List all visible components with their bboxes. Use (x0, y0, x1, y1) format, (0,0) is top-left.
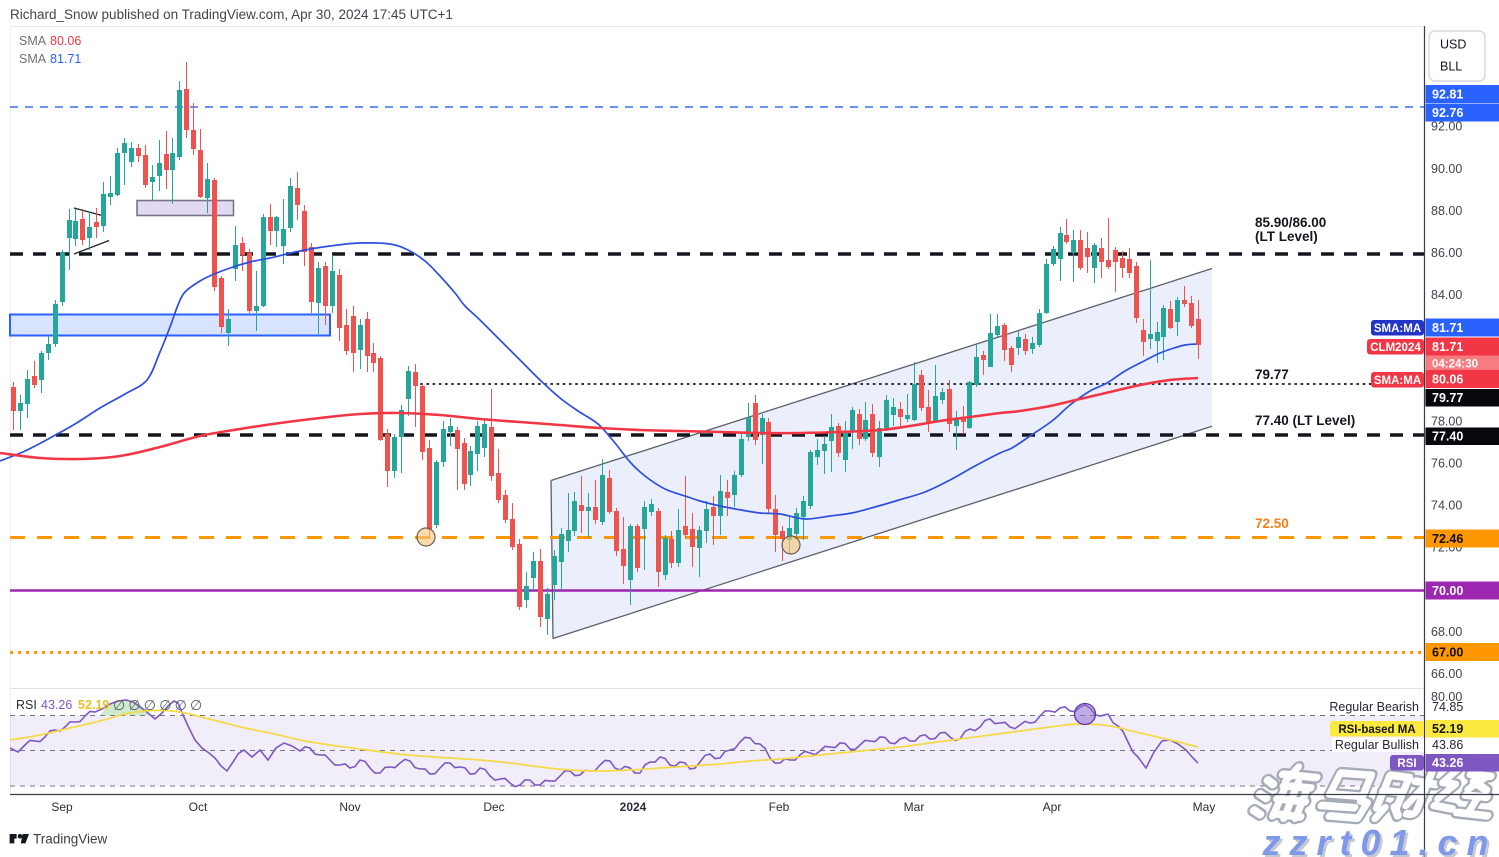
svg-text:Apr: Apr (1043, 800, 1062, 814)
svg-text:∅: ∅ (113, 697, 125, 713)
svg-text:79.77: 79.77 (1255, 367, 1289, 382)
svg-text:67.00: 67.00 (1432, 645, 1463, 659)
svg-text:43.26: 43.26 (41, 698, 72, 712)
svg-text:72.50: 72.50 (1255, 516, 1289, 531)
svg-text:SMA: SMA (19, 34, 47, 48)
svg-text:78.00: 78.00 (1431, 414, 1462, 428)
svg-text:72.46: 72.46 (1432, 532, 1463, 546)
svg-text:81.71: 81.71 (1432, 340, 1463, 354)
svg-text:81.71: 81.71 (1432, 321, 1463, 335)
svg-text:84.00: 84.00 (1431, 288, 1462, 302)
svg-text:Sep: Sep (51, 800, 73, 814)
svg-text:52.19: 52.19 (1432, 722, 1463, 736)
svg-text:74.85: 74.85 (1432, 700, 1463, 714)
svg-text:43.26: 43.26 (1432, 756, 1463, 770)
svg-text:RSI: RSI (1397, 758, 1416, 770)
svg-text:52.19: 52.19 (78, 698, 109, 712)
svg-text:(LT Level): (LT Level) (1255, 229, 1318, 244)
svg-text:∅: ∅ (175, 697, 187, 713)
svg-text:∅: ∅ (190, 697, 202, 713)
svg-text:77.40 (LT Level): 77.40 (LT Level) (1255, 413, 1355, 428)
svg-text:79.77: 79.77 (1432, 391, 1463, 405)
svg-text:BLL: BLL (1440, 60, 1462, 74)
svg-text:RSI-based MA: RSI-based MA (1338, 724, 1415, 736)
svg-text:∅: ∅ (159, 697, 171, 713)
svg-text:∅: ∅ (144, 697, 156, 713)
svg-text:RSI: RSI (16, 698, 37, 712)
svg-text:85.90/86.00: 85.90/86.00 (1255, 215, 1326, 230)
svg-text:76.00: 76.00 (1431, 457, 1462, 471)
svg-text:CLM2024: CLM2024 (1370, 342, 1421, 354)
svg-text:88.00: 88.00 (1431, 204, 1462, 218)
svg-text:80.00: 80.00 (1431, 690, 1462, 704)
svg-text:Nov: Nov (339, 800, 360, 814)
svg-text:92.76: 92.76 (1432, 106, 1463, 120)
svg-text:80.06: 80.06 (1432, 372, 1463, 386)
svg-text:Feb: Feb (769, 800, 790, 814)
svg-text:86.00: 86.00 (1431, 246, 1462, 260)
svg-text:Richard_Snow published on Trad: Richard_Snow published on TradingView.co… (10, 7, 453, 22)
svg-text:zzrt01.cn: zzrt01.cn (1264, 825, 1499, 857)
svg-text:90.00: 90.00 (1431, 162, 1462, 176)
svg-text:74.00: 74.00 (1431, 499, 1462, 513)
svg-text:2024: 2024 (620, 800, 647, 814)
svg-text:68.00: 68.00 (1431, 625, 1462, 639)
svg-text:Oct: Oct (189, 800, 208, 814)
svg-text:92.81: 92.81 (1432, 87, 1463, 101)
svg-text:TradingView: TradingView (33, 832, 108, 847)
svg-text:43.86: 43.86 (1432, 738, 1463, 752)
svg-text:77.40: 77.40 (1432, 430, 1463, 444)
svg-text:Mar: Mar (904, 800, 925, 814)
svg-text:04:24:30: 04:24:30 (1432, 358, 1478, 370)
svg-text:80.06: 80.06 (50, 34, 81, 48)
svg-text:Regular Bearish: Regular Bearish (1329, 700, 1419, 714)
svg-text:81.71: 81.71 (50, 52, 81, 66)
svg-text:Dec: Dec (483, 800, 504, 814)
svg-text:92.00: 92.00 (1431, 120, 1462, 134)
svg-text:∅: ∅ (128, 697, 140, 713)
svg-text:zzrt01.cn: zzrt01.cn (1261, 822, 1497, 857)
svg-text:Regular Bullish: Regular Bullish (1335, 738, 1419, 752)
svg-text:70.00: 70.00 (1432, 584, 1463, 598)
svg-text:May: May (1193, 800, 1216, 814)
svg-text:SMA:MA: SMA:MA (1374, 375, 1421, 387)
svg-text:66.00: 66.00 (1431, 667, 1462, 681)
svg-text:USD: USD (1440, 38, 1466, 52)
svg-text:SMA: SMA (19, 52, 47, 66)
svg-text:SMA:MA: SMA:MA (1374, 323, 1421, 335)
